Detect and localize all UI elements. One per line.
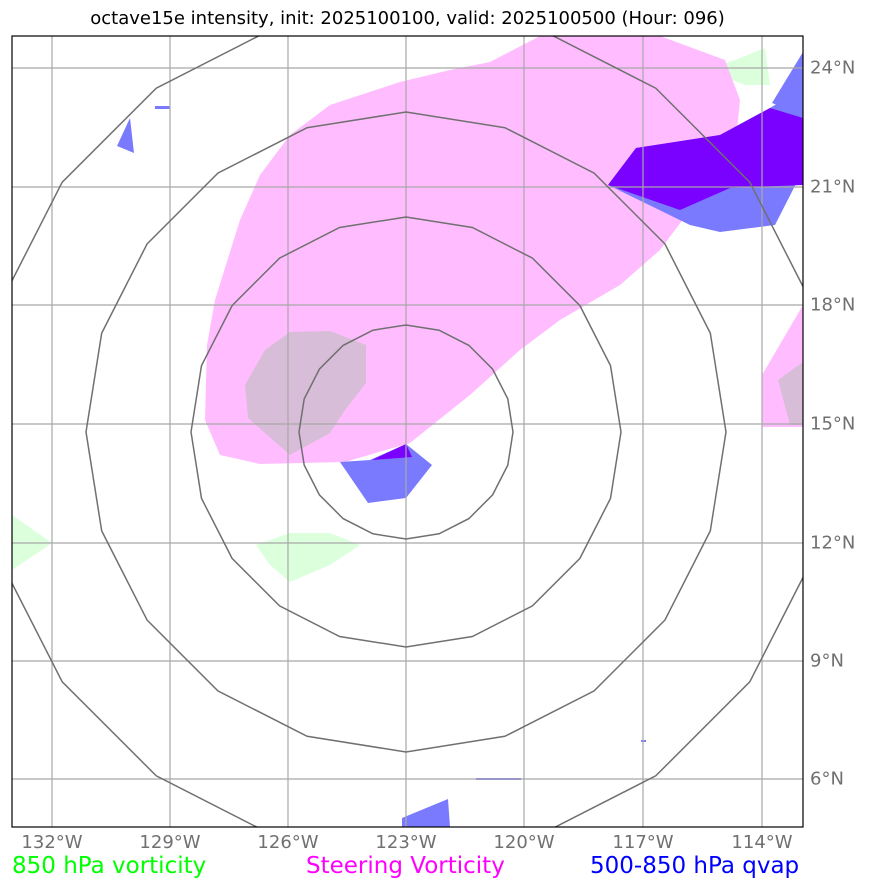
range-rings xyxy=(12,36,803,827)
latitude-label: 21°N xyxy=(810,176,856,198)
latitude-label: 12°N xyxy=(810,532,856,554)
qvap-region xyxy=(372,444,412,460)
qvap-layer xyxy=(117,52,803,827)
legend-steering-vorticity-label: Steering Vorticity xyxy=(306,853,505,879)
overlap-region xyxy=(778,362,803,425)
legend-steering-vorticity: Steering Vorticity xyxy=(306,853,505,879)
map-title: octave15e intensity, init: 2025100100, v… xyxy=(90,8,725,29)
longitude-label: 114°W xyxy=(731,832,793,853)
longitude-label: 120°W xyxy=(493,832,555,853)
legend-vorticity-850-label: 850 hPa vorticity xyxy=(12,853,207,879)
latitude-label: 9°N xyxy=(810,650,844,672)
legend-qvap: 500-850 hPa qvap xyxy=(590,853,799,879)
qvap-region xyxy=(608,108,803,210)
qvap-region xyxy=(155,106,170,109)
legend-vorticity-850: 850 hPa vorticity xyxy=(12,853,206,879)
vorticity-850-region xyxy=(256,533,360,582)
latitude-label: 15°N xyxy=(810,413,856,435)
longitude-label: 117°W xyxy=(612,832,674,853)
range-ring xyxy=(85,111,727,753)
qvap-region xyxy=(340,444,432,503)
latitude-label: 6°N xyxy=(810,768,844,790)
longitude-label: 126°W xyxy=(257,832,319,853)
range-ring xyxy=(12,36,803,827)
graticule xyxy=(12,36,803,827)
latitude-label: 24°N xyxy=(810,57,856,79)
map-frame xyxy=(11,35,804,828)
longitude-label: 123°W xyxy=(375,832,437,853)
latitude-label: 18°N xyxy=(810,294,856,316)
longitude-label: 132°W xyxy=(21,832,83,853)
qvap-region xyxy=(117,118,134,153)
legend-qvap-label: 500-850 hPa qvap xyxy=(590,853,800,879)
qvap-region xyxy=(402,799,450,827)
longitude-label: 129°W xyxy=(139,832,201,853)
range-ring xyxy=(298,324,514,540)
range-ring xyxy=(190,216,622,648)
